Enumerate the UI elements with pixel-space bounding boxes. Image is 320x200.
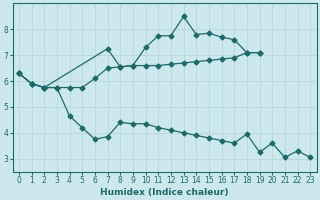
X-axis label: Humidex (Indice chaleur): Humidex (Indice chaleur) — [100, 188, 229, 197]
